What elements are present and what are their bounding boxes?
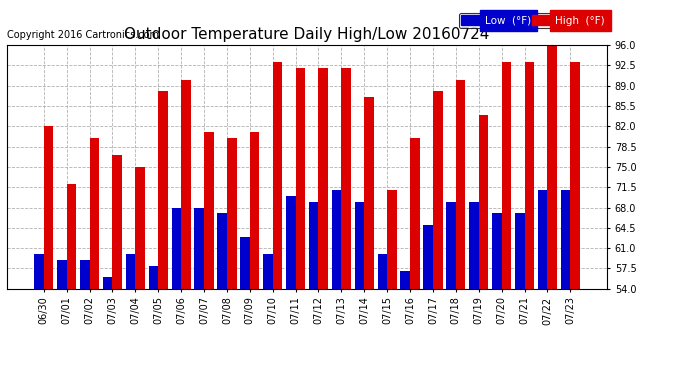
Bar (446, 202, 456, 289)
Bar (240, 237, 250, 289)
Bar (67, 184, 77, 289)
Bar (433, 92, 442, 289)
Bar (387, 190, 397, 289)
Text: Copyright 2016 Cartronics.com: Copyright 2016 Cartronics.com (7, 30, 159, 40)
Bar (479, 115, 489, 289)
Bar (524, 62, 534, 289)
Bar (342, 68, 351, 289)
Bar (547, 45, 557, 289)
Bar (538, 190, 547, 289)
Bar (43, 126, 53, 289)
Bar (80, 260, 90, 289)
Bar (377, 254, 387, 289)
Bar (424, 225, 433, 289)
Bar (227, 138, 237, 289)
Bar (273, 62, 282, 289)
Bar (469, 202, 479, 289)
Bar (217, 213, 227, 289)
Bar (135, 167, 145, 289)
Bar (148, 266, 158, 289)
Bar (126, 254, 135, 289)
Bar (112, 155, 122, 289)
Bar (250, 132, 259, 289)
Bar (172, 207, 181, 289)
Bar (295, 68, 305, 289)
Bar (410, 138, 420, 289)
Bar (34, 254, 43, 289)
Bar (103, 277, 112, 289)
Bar (561, 190, 571, 289)
Bar (263, 254, 273, 289)
Bar (492, 213, 502, 289)
Bar (90, 138, 99, 289)
Bar (571, 62, 580, 289)
Bar (158, 92, 168, 289)
Bar (309, 202, 319, 289)
Bar (286, 196, 295, 289)
Legend: Low  (°F), High  (°F): Low (°F), High (°F) (460, 13, 607, 28)
Bar (400, 272, 410, 289)
Bar (355, 202, 364, 289)
Title: Outdoor Temperature Daily High/Low 20160724: Outdoor Temperature Daily High/Low 20160… (124, 27, 490, 42)
Bar (195, 207, 204, 289)
Bar (181, 80, 190, 289)
Bar (332, 190, 342, 289)
Bar (319, 68, 328, 289)
Bar (502, 62, 511, 289)
Bar (364, 97, 374, 289)
Bar (57, 260, 67, 289)
Bar (515, 213, 524, 289)
Bar (456, 80, 466, 289)
Bar (204, 132, 214, 289)
